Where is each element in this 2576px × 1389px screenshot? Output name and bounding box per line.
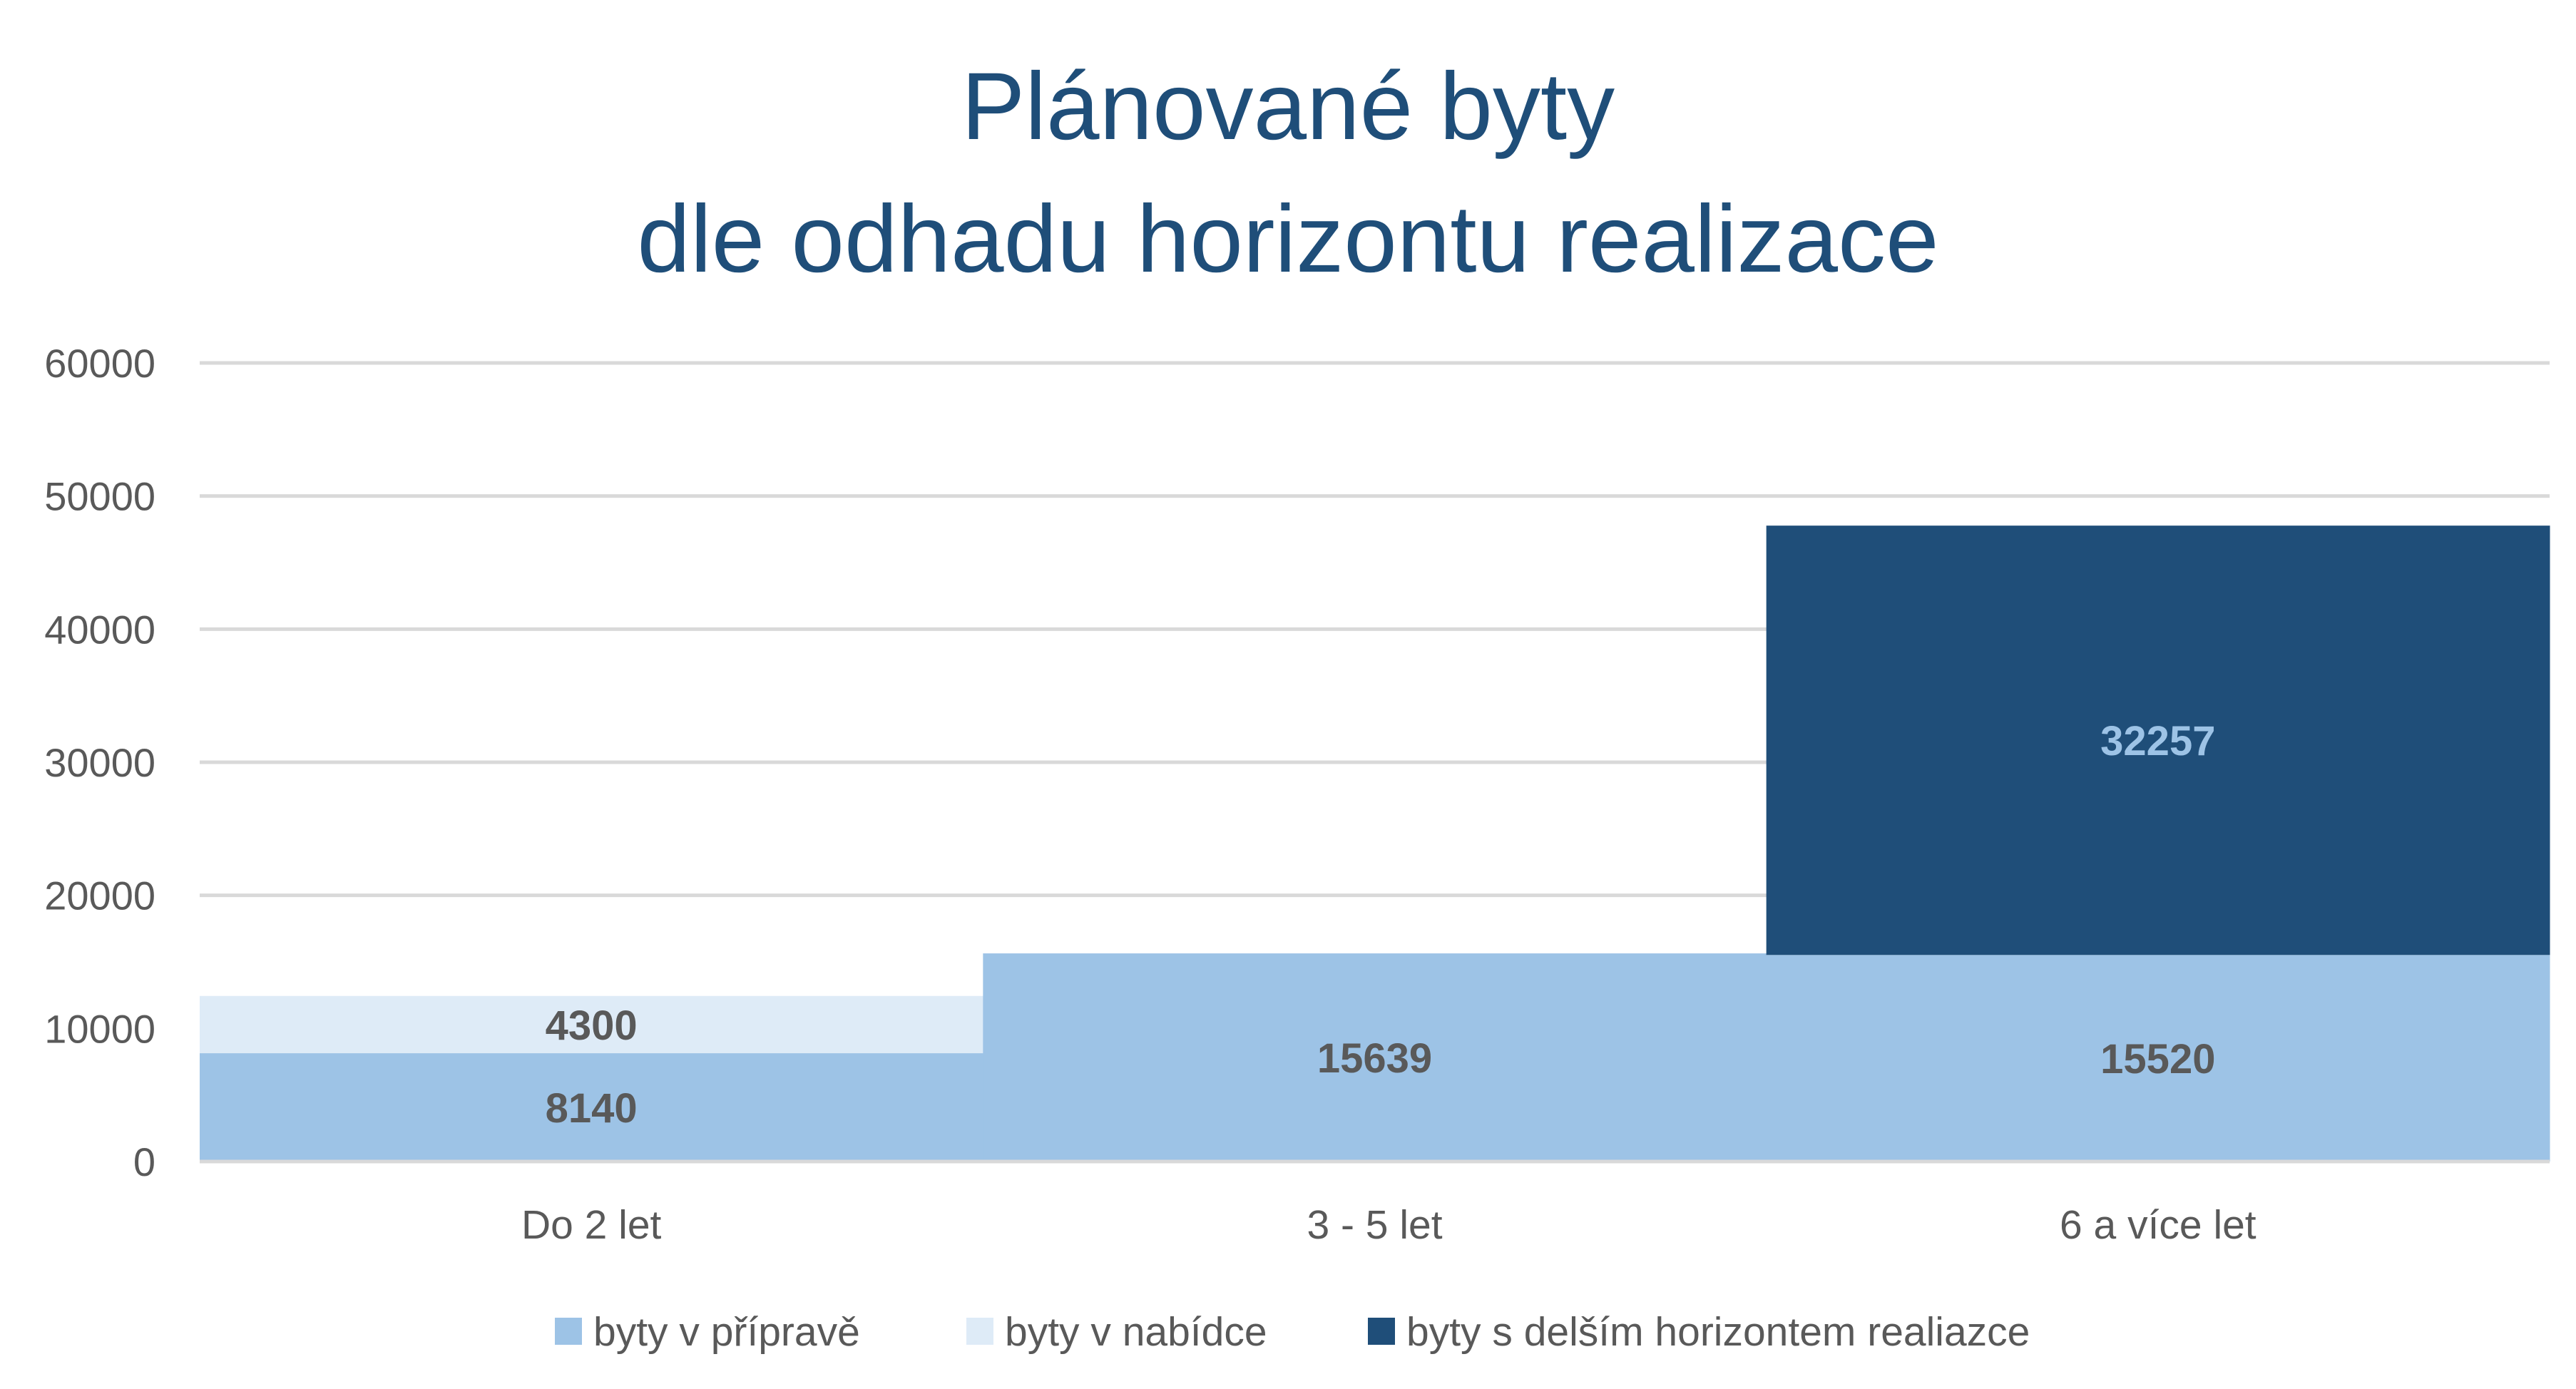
chart-title-line-2: dle odhadu horizontu realizace <box>637 186 1938 292</box>
x-category-label: Do 2 let <box>521 1202 662 1248</box>
y-axis-tick-labels: 0 10000 20000 30000 40000 50000 60000 <box>44 341 155 1184</box>
bar-segment <box>1766 526 2550 955</box>
legend-swatch <box>966 1318 993 1345</box>
legend-label: byty v přípravě <box>593 1309 860 1355</box>
bar-segment <box>200 995 983 1054</box>
chart-title: Plánované byty dle odhadu horizontu real… <box>637 53 1938 292</box>
y-tick-label: 60000 <box>44 341 155 386</box>
y-tick-label: 50000 <box>44 474 155 519</box>
x-category-label: 6 a více let <box>2060 1202 2256 1248</box>
data-label: 15639 <box>1317 1035 1432 1082</box>
y-tick-label: 40000 <box>44 607 155 652</box>
y-tick-label: 30000 <box>44 740 155 785</box>
bars <box>200 526 2550 1162</box>
legend-swatch <box>1368 1318 1395 1345</box>
y-tick-label: 0 <box>133 1139 155 1184</box>
x-category-label: 3 - 5 let <box>1307 1202 1442 1248</box>
legend: byty v přípravě byty v nabídce byty s delš… <box>555 1309 2030 1355</box>
data-label: 32257 <box>2100 718 2215 764</box>
x-axis-category-labels: Do 2 let 3 - 5 let 6 a více let <box>521 1202 2256 1248</box>
data-labels: 8140 4300 15639 15520 32257 <box>546 718 2216 1132</box>
chart-title-line-1: Plánované byty <box>961 53 1615 160</box>
bar-segment <box>200 1053 983 1162</box>
data-label: 4300 <box>546 1003 638 1049</box>
data-label: 8140 <box>546 1085 638 1132</box>
legend-label: byty v nabídce <box>1005 1309 1267 1355</box>
bar-segment <box>983 953 1767 1162</box>
y-tick-label: 10000 <box>44 1006 155 1051</box>
bar-segment <box>1766 955 2550 1162</box>
data-label: 15520 <box>2100 1036 2215 1082</box>
legend-swatch <box>555 1318 582 1345</box>
y-tick-label: 20000 <box>44 873 155 918</box>
legend-label: byty s delším horizontem realiazce <box>1406 1309 2030 1355</box>
